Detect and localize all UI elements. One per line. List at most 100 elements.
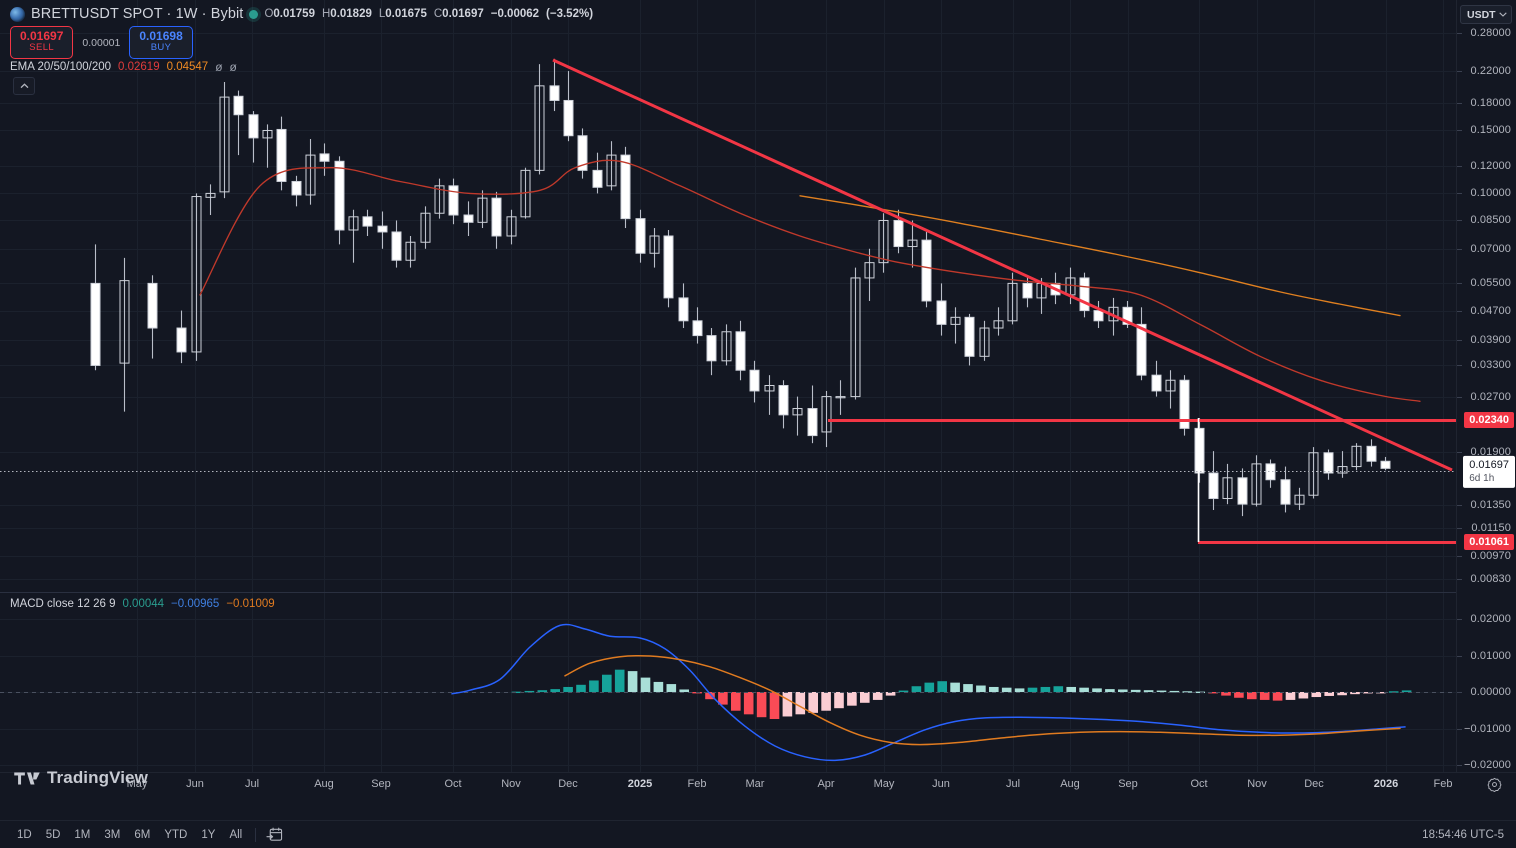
time-tick-label: Dec [1304,778,1324,790]
price-tick-mark [1457,71,1462,72]
timeframe-button-1d[interactable]: 1D [17,828,32,841]
price-tick-mark [1457,103,1462,104]
price-tick-mark [1457,397,1462,398]
price-chart-canvas[interactable] [0,0,1456,796]
timeframe-button-1m[interactable]: 1M [74,828,91,841]
macd-tick-mark [1457,692,1462,693]
bottom-toolbar[interactable]: 1D 5D 1M 3M 6M YTD 1Y All 18:54:46 UTC-5 [0,820,1516,848]
time-tick-label: Feb [687,778,707,790]
symbol-row[interactable]: BRETTUSDT SPOT · 1W · Bybit O0.01759 H0.… [10,4,593,24]
symbol-title[interactable]: BRETTUSDT SPOT · 1W · Bybit [31,6,244,22]
macd-tick-label: 0.02000 [1470,613,1511,625]
timeframe-group[interactable]: 1D 5D 1M 3M 6M YTD 1Y All [10,827,249,843]
macd-signal-value: −0.01009 [226,598,275,610]
current-price-label[interactable]: 0.01697 6d 1h [1463,455,1515,489]
time-tick-label: 2026 [1373,778,1399,790]
ohlc-change: −0.00062 [490,8,540,20]
price-chart-pane[interactable] [0,0,1456,796]
price-tick-mark [1457,452,1462,453]
time-tick-label: Jun [186,778,204,790]
macd-tick-label: 0.01000 [1470,650,1511,662]
resistance-price-label[interactable]: 0.02340 [1464,412,1514,428]
price-tick-mark [1457,528,1462,529]
price-tick-label: 0.10000 [1470,187,1511,199]
time-tick-label: Oct [444,778,462,790]
time-tick-label: Nov [1247,778,1267,790]
price-tick-label: 0.22000 [1470,65,1511,77]
macd-tick-label: −0.02000 [1464,759,1511,771]
macd-tick-label: 0.00000 [1470,686,1511,698]
price-tick-mark [1457,579,1462,580]
price-tick-label: 0.18000 [1470,97,1511,109]
macd-title[interactable]: MACD close 12 26 9 [10,598,116,610]
price-tick-mark [1457,220,1462,221]
ohlc-low-value: 0.01675 [385,8,427,20]
buy-button[interactable]: 0.01698 BUY [129,26,193,60]
price-tick-mark [1457,365,1462,366]
sell-button[interactable]: 0.01697 SELL [10,26,74,60]
price-tick-label: 0.15000 [1470,124,1511,136]
timeframe-button-ytd[interactable]: YTD [164,828,188,841]
price-tick-label: 0.12000 [1470,160,1511,172]
price-tick-mark [1457,33,1462,34]
gear-icon[interactable] [1487,777,1502,792]
buy-price: 0.01698 [139,29,183,43]
price-tick-label: 0.01900 [1470,446,1511,458]
ohlc-open-key: O [264,8,274,20]
macd-indicator-legend[interactable]: MACD close 12 26 9 0.00044 −0.00965 −0.0… [10,598,275,610]
price-axis[interactable]: 0.28000 0.22000 0.18000 0.15000 0.12000 0.100… [1456,0,1516,796]
price-tick-label: 0.01350 [1470,499,1511,511]
price-tick-label: 0.00970 [1470,550,1511,562]
timeframe-button-6m[interactable]: 6M [134,828,151,841]
time-tick-label: Apr [817,778,835,790]
timeframe-button-5d[interactable]: 5D [45,828,61,841]
tradingview-wordmark: TradingView [47,768,148,787]
time-tick-label: Aug [1060,778,1080,790]
price-tick-mark [1457,130,1462,131]
toolbar-divider [255,827,257,842]
price-tick-label: 0.03900 [1470,334,1511,346]
ohlc-high-value: 0.01829 [330,8,372,20]
ohlc-close-value: 0.01697 [442,8,484,20]
macd-tick-mark [1457,729,1462,730]
price-tick-label: 0.01150 [1471,522,1511,534]
ohlc-open-value: 0.01759 [273,8,315,20]
timeframe-button-3m[interactable]: 3M [104,828,121,841]
ohlc-low-key: L [378,8,386,20]
time-tick-label: Oct [1190,778,1208,790]
macd-tick-mark [1457,765,1462,766]
support-price-label[interactable]: 0.01061 [1464,534,1514,550]
ema-value-3: ø [215,60,223,74]
sell-label: SELL [29,42,55,54]
live-dot-icon [249,9,259,19]
currency-selector[interactable]: USDT [1460,5,1512,24]
time-tick-label: Aug [314,778,334,790]
chart-legend: BRETTUSDT SPOT · 1W · Bybit O0.01759 H0.… [10,4,593,24]
calendar-goto-icon[interactable] [262,827,287,843]
price-tick-mark [1457,166,1462,167]
buy-sell-widget[interactable]: 0.01697 SELL 0.00001 0.01698 BUY [10,26,193,60]
time-tick-label: May [126,778,148,790]
tradingview-logo-icon [14,771,40,785]
time-tick-label: Feb [1433,778,1453,790]
sell-price: 0.01697 [20,29,64,43]
clock-display[interactable]: 18:54:46 UTC-5 [1422,828,1504,841]
ema-value-2: 0.04547 [166,61,209,73]
timeframe-button-1y[interactable]: 1Y [201,828,216,841]
time-tick-label: Jun [932,778,950,790]
timeframe-button-all[interactable]: All [229,828,243,841]
price-tick-label: 0.08500 [1470,214,1511,226]
currency-label: USDT [1467,8,1496,21]
price-tick-label: 0.07000 [1470,243,1511,255]
ema-title[interactable]: EMA 20/50/100/200 [10,61,112,73]
ohlc-high-key: H [321,8,331,20]
time-tick-label: 2025 [627,778,653,790]
chevron-up-icon[interactable] [13,77,35,95]
time-axis[interactable]: May Jun Jul Aug Sep Oct Nov Dec 2025 Feb Mar Apr May… [0,772,1516,796]
bybit-logo-icon [10,6,25,22]
time-tick-label: Nov [501,778,521,790]
buy-label: BUY [150,42,172,54]
ema-indicator-legend[interactable]: EMA 20/50/100/200 0.02619 0.04547 ø ø [10,60,237,74]
price-tick-mark [1457,283,1462,284]
